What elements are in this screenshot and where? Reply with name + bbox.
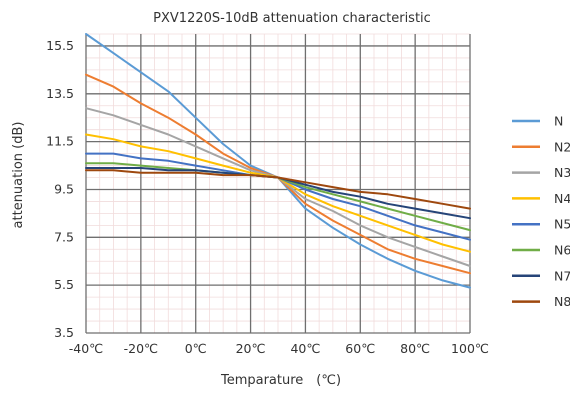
- legend: N N2 N3 N4 N5 N6 N7 N8: [512, 114, 570, 309]
- legend-label: N6: [554, 243, 570, 258]
- x-tick-label: -20℃: [124, 341, 158, 356]
- y-axis-ticks: 3.5 5.5 7.5 9.5 11.5 13.5 15.5: [46, 38, 74, 340]
- x-tick-label: 80℃: [400, 341, 430, 356]
- legend-label: N: [554, 114, 563, 129]
- x-tick-label: 20℃: [236, 341, 266, 356]
- y-tick-label: 3.5: [54, 325, 74, 340]
- x-tick-label: -40℃: [69, 341, 103, 356]
- legend-item-n7: N7: [512, 268, 570, 283]
- major-grid: [85, 34, 471, 334]
- x-tick-label: 0℃: [185, 341, 207, 356]
- legend-item-n8: N8: [512, 294, 570, 309]
- y-tick-label: 5.5: [54, 277, 74, 292]
- legend-item-n6: N6: [512, 243, 570, 258]
- legend-label: N2: [554, 139, 570, 154]
- legend-label: N8: [554, 294, 570, 309]
- series-line-n8: [85, 169, 471, 210]
- x-tick-label: 100℃: [451, 341, 489, 356]
- x-axis-label: Temparature (℃): [220, 373, 341, 388]
- legend-item-n5: N5: [512, 217, 570, 232]
- y-axis-label: attenuation (dB): [11, 122, 26, 229]
- legend-label: N7: [554, 268, 570, 283]
- chart-title: PXV1220S-10dB attenuation characteristic: [153, 11, 431, 26]
- y-tick-label: 11.5: [46, 134, 74, 149]
- legend-label: N5: [554, 217, 570, 232]
- x-axis-ticks: -40℃ -20℃ 0℃ 20℃ 40℃ 60℃ 80℃ 100℃: [69, 341, 489, 356]
- series-lines: [85, 33, 471, 289]
- legend-item-n: N: [512, 114, 563, 129]
- y-tick-label: 13.5: [46, 86, 74, 101]
- x-tick-label: 60℃: [345, 341, 375, 356]
- legend-item-n3: N3: [512, 165, 570, 180]
- y-tick-label: 7.5: [54, 229, 74, 244]
- x-tick-label: 40℃: [290, 341, 320, 356]
- legend-item-n4: N4: [512, 191, 570, 206]
- legend-label: N3: [554, 165, 570, 180]
- legend-item-n2: N2: [512, 139, 570, 154]
- y-tick-label: 9.5: [54, 181, 74, 196]
- y-tick-label: 15.5: [46, 38, 74, 53]
- legend-label: N4: [554, 191, 570, 206]
